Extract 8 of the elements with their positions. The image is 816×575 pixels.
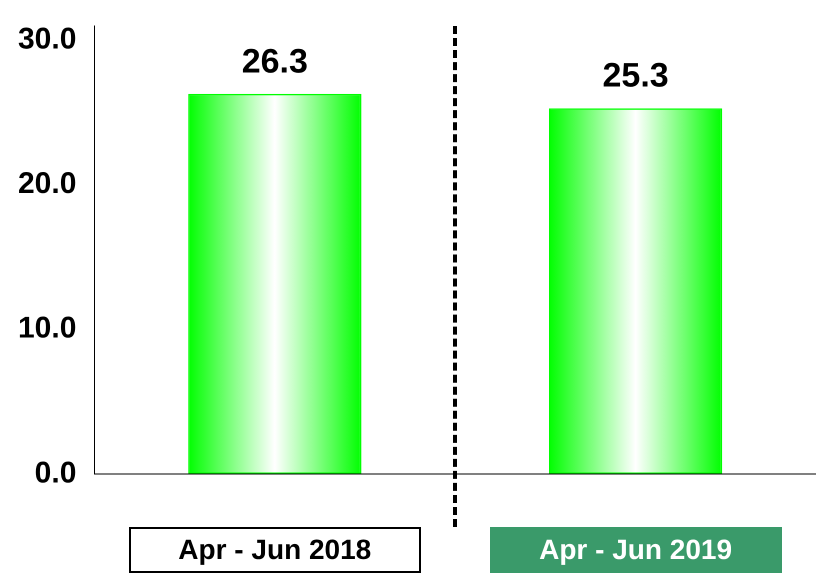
- y-tick-label: 30.0: [18, 22, 76, 56]
- data-label: 25.3: [602, 56, 669, 95]
- data-label: 26.3: [242, 42, 308, 80]
- y-tick-label: 0.0: [34, 456, 76, 490]
- y-tick-label: 20.0: [18, 167, 76, 200]
- x-tick-label: Apr - Jun 2019: [490, 527, 782, 573]
- x-tick-label: Apr - Jun 2018: [128, 527, 421, 573]
- y-tick-label: 10.0: [18, 312, 76, 345]
